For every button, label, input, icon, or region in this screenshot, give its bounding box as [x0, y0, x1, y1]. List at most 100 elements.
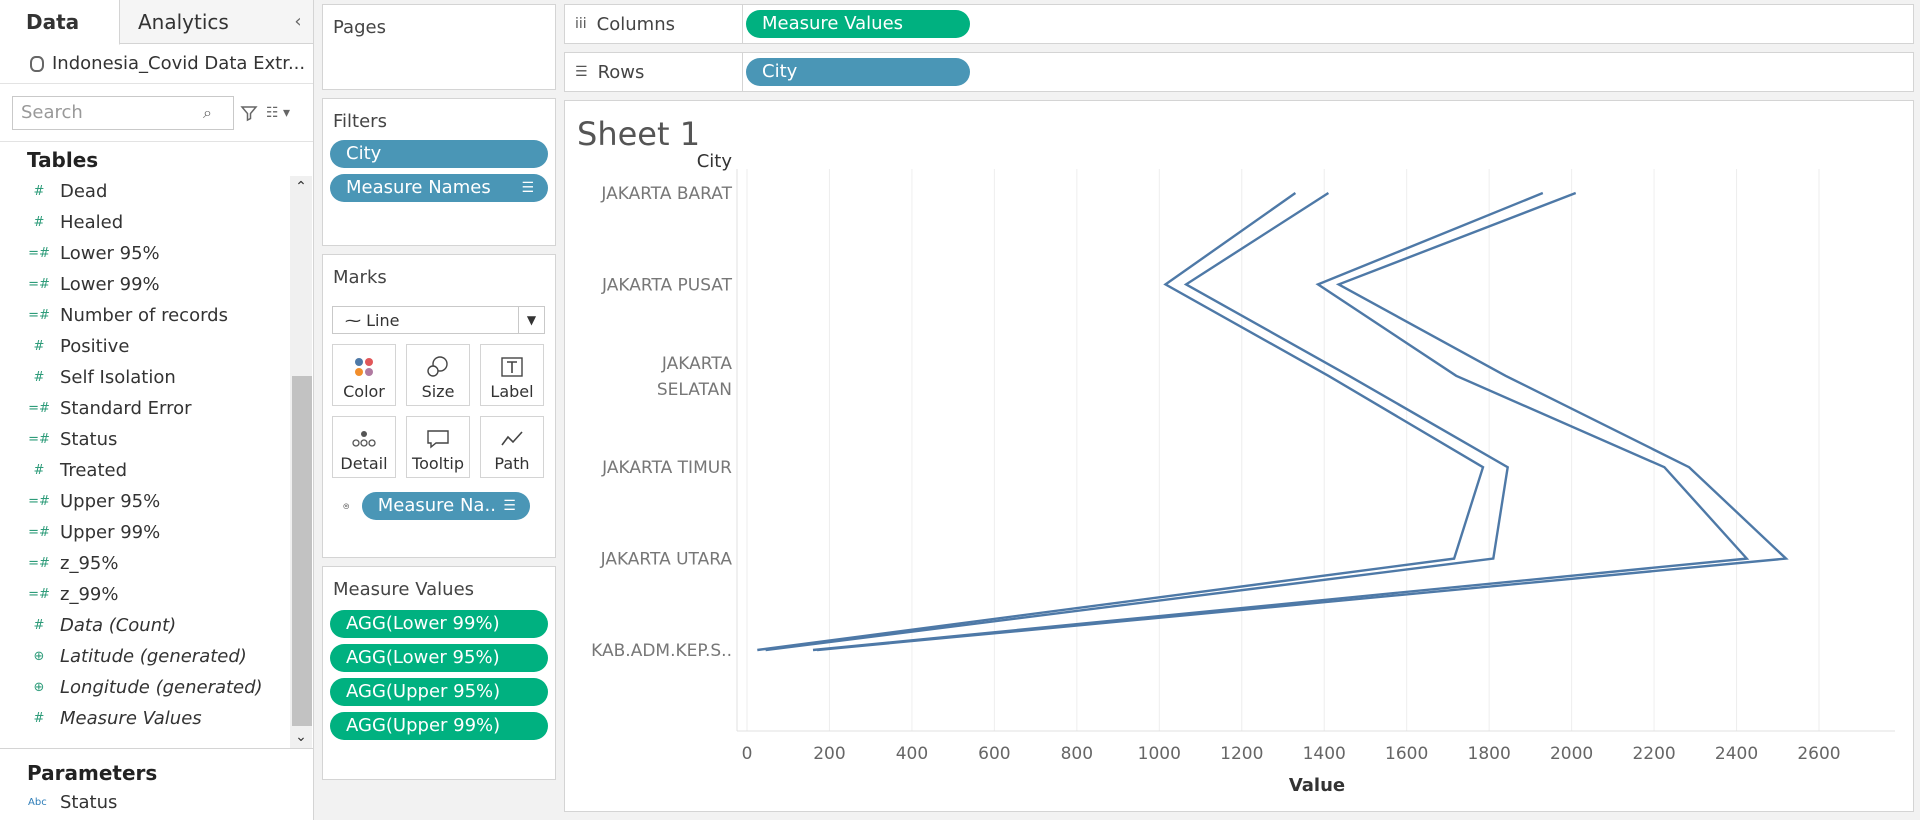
- field-label: Upper 95%: [60, 491, 161, 512]
- field-label: Latitude (generated): [60, 646, 247, 667]
- measure-icon: #: [33, 618, 45, 633]
- search-icon[interactable]: ⌕: [203, 102, 212, 122]
- rows-shelf-label: ☰ Rows: [565, 53, 743, 91]
- field-item[interactable]: # Treated: [0, 455, 288, 486]
- parameters-heading: Parameters: [27, 761, 158, 785]
- path-button[interactable]: Path: [480, 416, 544, 478]
- size-label: Size: [421, 382, 455, 401]
- sheet-title[interactable]: Sheet 1: [577, 115, 701, 153]
- size-button[interactable]: Size: [406, 344, 470, 406]
- x-tick-label: 2600: [1797, 744, 1840, 764]
- measure-icon: #: [33, 463, 45, 478]
- label-icon: [501, 357, 523, 377]
- collapse-pane-icon[interactable]: ‹: [294, 11, 302, 32]
- data-pane: Data Analytics ‹ Indonesia_Covid Data Ex…: [0, 0, 314, 820]
- detail-icon: [352, 431, 376, 447]
- field-item[interactable]: # Data (Count): [0, 610, 288, 641]
- series-line: [757, 192, 1485, 652]
- field-item[interactable]: =# z_95%: [0, 548, 288, 579]
- measure-pill-upper-95[interactable]: AGG(Upper 95%): [330, 678, 548, 706]
- x-tick-label: 1400: [1303, 744, 1346, 764]
- field-item[interactable]: # Measure Values: [0, 703, 288, 734]
- field-item[interactable]: =# Upper 99%: [0, 517, 288, 548]
- scroll-up-icon[interactable]: ⌃: [295, 179, 307, 195]
- tab-data[interactable]: Data: [0, 0, 120, 45]
- category-label: JAKARTA PUSAT: [601, 275, 733, 295]
- line-chart[interactable]: City 0 200 400 600 800 1000 1200 1400 1600 1800 200…: [565, 101, 1915, 813]
- tooltip-label: Tooltip: [412, 454, 464, 473]
- field-item[interactable]: ⊕ Latitude (generated): [0, 641, 288, 672]
- field-label: Number of records: [60, 305, 228, 326]
- measure-icon: #: [33, 711, 45, 726]
- calculated-measure-icon: =#: [28, 432, 50, 447]
- measure-pill-lower-95[interactable]: AGG(Lower 95%): [330, 644, 548, 672]
- rows-pill-city[interactable]: City: [746, 58, 970, 86]
- columns-shelf-label: iii Columns: [565, 5, 743, 43]
- search-box: ⌕: [12, 95, 234, 130]
- field-item[interactable]: ⊕ Longitude (generated): [0, 672, 288, 703]
- detail-button[interactable]: Detail: [332, 416, 396, 478]
- field-list-scrollbar[interactable]: ⌃ ⌄: [290, 176, 312, 748]
- field-item[interactable]: =# Lower 95%: [0, 238, 288, 269]
- tooltip-icon: [427, 430, 449, 449]
- globe-icon: ⊕: [33, 649, 45, 664]
- measure-pill-upper-99[interactable]: AGG(Upper 99%): [330, 712, 548, 740]
- series-line: [812, 191, 1750, 652]
- line-mark-icon: ⁓: [345, 310, 367, 330]
- field-item[interactable]: =# Status: [0, 424, 288, 455]
- field-label: Upper 99%: [60, 522, 161, 543]
- category-label: JAKARTA TIMUR: [601, 458, 732, 478]
- field-item[interactable]: =# Number of records: [0, 300, 288, 331]
- scroll-thumb[interactable]: [292, 376, 312, 726]
- marks-card: Marks ⁓ Line ▼ Color Size Label: [322, 254, 556, 558]
- field-item[interactable]: =# z_99%: [0, 579, 288, 610]
- field-item[interactable]: # Positive: [0, 331, 288, 362]
- pages-card[interactable]: Pages: [322, 4, 556, 90]
- calculated-measure-icon: =#: [28, 277, 50, 292]
- color-button[interactable]: Color: [332, 344, 396, 406]
- pane-tabs: Data Analytics ‹: [0, 0, 313, 45]
- x-tick-label: 2200: [1632, 744, 1675, 764]
- field-item[interactable]: # Dead: [0, 176, 288, 207]
- tooltip-button[interactable]: Tooltip: [406, 416, 470, 478]
- x-tick-label: 600: [978, 744, 1010, 764]
- tab-analytics[interactable]: Analytics: [138, 10, 229, 34]
- filter-pill-city[interactable]: City: [330, 140, 548, 168]
- rows-shelf[interactable]: ☰ Rows City: [564, 52, 1914, 92]
- field-item[interactable]: =# Standard Error: [0, 393, 288, 424]
- filters-card[interactable]: Filters City Measure Names ☰: [322, 98, 556, 246]
- detail-pill-measure-names[interactable]: Measure Na.. ☰: [361, 492, 530, 520]
- mark-type-dropdown[interactable]: ⁓ Line ▼: [332, 306, 545, 334]
- field-label: Positive: [60, 336, 130, 357]
- filter-icon[interactable]: [240, 104, 258, 122]
- datasource-item[interactable]: Indonesia_Covid Data Extr...: [0, 44, 313, 84]
- filter-pill-measure-names[interactable]: Measure Names ☰: [330, 174, 548, 202]
- calculated-measure-icon: =#: [28, 587, 50, 602]
- columns-shelf[interactable]: iii Columns Measure Values: [564, 4, 1914, 44]
- x-tick-label: 1000: [1138, 744, 1181, 764]
- search-input[interactable]: [13, 102, 203, 123]
- sort-icon: ☰: [521, 180, 534, 196]
- measure-pill-label: AGG(Upper 95%): [346, 681, 501, 702]
- field-item[interactable]: =# Upper 95%: [0, 486, 288, 517]
- measure-pill-lower-99[interactable]: AGG(Lower 99%): [330, 610, 548, 638]
- x-tick-label: 1800: [1468, 744, 1511, 764]
- field-item[interactable]: # Self Isolation: [0, 362, 288, 393]
- field-item[interactable]: =# Lower 99%: [0, 269, 288, 300]
- scroll-down-icon[interactable]: ⌄: [295, 729, 307, 745]
- parameter-status[interactable]: Abc Status: [0, 787, 314, 817]
- chevron-down-icon[interactable]: ▼: [518, 307, 544, 333]
- columns-pill-measure-values[interactable]: Measure Values: [746, 10, 970, 38]
- path-icon: [501, 431, 523, 446]
- view-options-icon[interactable]: ☷ ▾: [266, 104, 291, 121]
- x-tick-label: 2000: [1550, 744, 1593, 764]
- measure-pill-label: AGG(Upper 99%): [346, 715, 501, 736]
- field-item[interactable]: # Healed: [0, 207, 288, 238]
- detail-label: Detail: [340, 454, 388, 473]
- label-button[interactable]: Label: [480, 344, 544, 406]
- globe-icon: ⊕: [33, 680, 45, 695]
- x-tick-label: 800: [1061, 744, 1093, 764]
- search-row: ⌕ ☷ ▾: [0, 84, 313, 142]
- parameter-label: Status: [60, 791, 118, 813]
- category-label: JAKARTA: [661, 354, 732, 374]
